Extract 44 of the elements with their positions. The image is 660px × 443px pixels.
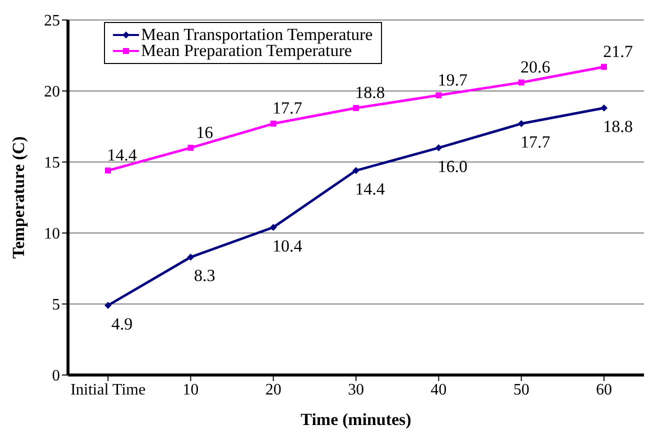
point bbox=[518, 79, 524, 86]
x-tick-label: 40 bbox=[430, 381, 447, 398]
y-tick-label: 20 bbox=[44, 84, 60, 101]
x-tick-label: 30 bbox=[348, 381, 364, 398]
y-tick-label: 5 bbox=[52, 296, 60, 314]
data-label: 18.8 bbox=[355, 83, 385, 102]
x-tick-label: 20 bbox=[265, 381, 282, 398]
x-tick-label: 10 bbox=[182, 381, 199, 398]
data-label: 16 bbox=[196, 122, 214, 142]
data-label: 14.4 bbox=[355, 180, 386, 199]
point bbox=[104, 302, 112, 309]
x-axis-title: Time (minutes) bbox=[300, 410, 412, 429]
data-label: 17.7 bbox=[520, 132, 551, 152]
data-label: 14.4 bbox=[107, 146, 138, 165]
point bbox=[601, 64, 607, 70]
y-tick-label: 15 bbox=[44, 154, 60, 172]
x-tick-label: 60 bbox=[596, 381, 612, 398]
point bbox=[518, 120, 525, 128]
point bbox=[436, 92, 442, 98]
point bbox=[187, 254, 194, 261]
data-label: 16.0 bbox=[438, 156, 468, 176]
data-label: 19.7 bbox=[438, 70, 468, 90]
y-tick-label: 0 bbox=[52, 368, 60, 385]
data-label: 4.9 bbox=[111, 314, 133, 334]
data-label: 17.7 bbox=[272, 98, 303, 118]
point bbox=[270, 120, 276, 127]
point bbox=[353, 105, 359, 112]
point bbox=[105, 168, 111, 174]
point bbox=[600, 104, 608, 112]
legend-label: Mean Transportation Temperature bbox=[140, 25, 373, 44]
data-label: 20.6 bbox=[520, 57, 550, 76]
y-tick-label: 25 bbox=[44, 12, 60, 30]
point bbox=[188, 144, 194, 151]
point bbox=[270, 224, 277, 231]
data-label: 10.4 bbox=[272, 236, 303, 256]
data-label: 18.8 bbox=[603, 117, 633, 136]
data-label: 21.7 bbox=[603, 42, 634, 61]
data-label: 8.3 bbox=[194, 266, 216, 286]
x-tick-label: 50 bbox=[513, 381, 530, 398]
point bbox=[435, 144, 442, 152]
y-tick-label: 10 bbox=[44, 226, 60, 243]
x-tick-label: Initial Time bbox=[70, 381, 146, 398]
y-axis-title: Temperature (C) bbox=[9, 136, 28, 259]
point bbox=[352, 167, 360, 174]
